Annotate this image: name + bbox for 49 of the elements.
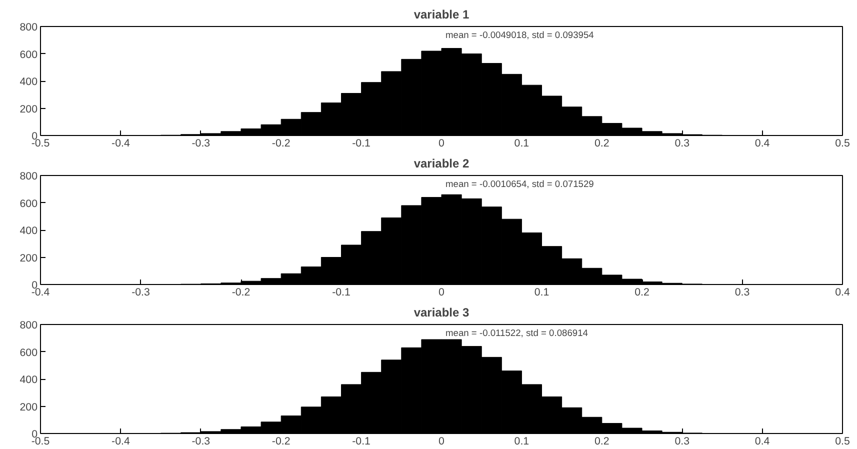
y-tick-label: 200 <box>20 252 38 264</box>
x-tick-label: 0.4 <box>754 436 770 448</box>
x-tick-label: 0.4 <box>835 286 850 298</box>
x-tick-label: -0.1 <box>352 138 371 150</box>
x-tick-label: 0.3 <box>734 286 750 298</box>
x-tick-label: -0.4 <box>112 436 130 448</box>
x-tick-label: -0.4 <box>112 138 130 150</box>
x-tick-label: -0.4 <box>31 286 50 298</box>
x-tick-label: 0.1 <box>514 138 530 150</box>
y-tick-label: 400 <box>20 76 38 88</box>
x-tick-label: 0.3 <box>674 436 690 448</box>
x-tick-label: 0.5 <box>835 436 850 448</box>
x-tick-label: -0.5 <box>31 436 50 448</box>
y-tick-label: 600 <box>20 48 38 61</box>
x-tick-label: -0.3 <box>132 286 150 298</box>
y-tick-label: 800 <box>20 22 38 34</box>
y-tick-label: 800 <box>20 320 38 332</box>
x-tick-label: -0.3 <box>192 436 210 448</box>
annotation: mean = -0.0049018, std = 0.093954 <box>446 30 594 40</box>
x-tick-label: 0 <box>438 286 445 298</box>
chart-title: variable 1 <box>414 8 470 22</box>
chart-title: variable 2 <box>414 156 470 170</box>
chart-title: variable 3 <box>414 306 470 320</box>
y-tick-label: 800 <box>20 170 38 182</box>
x-tick-label: -0.5 <box>31 138 50 150</box>
annotation: mean = -0.0010654, std = 0.071529 <box>446 179 594 190</box>
x-tick-label: 0.1 <box>534 286 550 298</box>
x-tick-label: -0.3 <box>192 138 210 150</box>
annotation: mean = -0.011522, std = 0.086914 <box>446 328 588 338</box>
x-tick-label: -0.1 <box>332 286 351 298</box>
y-tick-label: 600 <box>20 198 38 210</box>
x-tick-label: 0.2 <box>594 138 610 150</box>
x-tick-label: -0.2 <box>232 286 250 298</box>
x-tick-label: -0.2 <box>272 138 290 150</box>
x-tick-label: -0.2 <box>272 436 290 448</box>
x-tick-label: 0.5 <box>835 138 850 150</box>
x-tick-label: 0 <box>438 436 445 448</box>
x-tick-label: 0 <box>438 138 445 150</box>
x-tick-label: 0.2 <box>594 436 610 448</box>
x-tick-label: 0.3 <box>674 138 690 150</box>
y-tick-label: 600 <box>20 346 38 359</box>
x-tick-label: 0.4 <box>754 138 770 150</box>
y-tick-label: 200 <box>20 401 38 414</box>
y-tick-label: 400 <box>20 225 38 237</box>
x-tick-label: 0.1 <box>514 436 530 448</box>
y-tick-label: 400 <box>20 374 38 386</box>
x-tick-label: -0.1 <box>352 436 371 448</box>
y-tick-label: 200 <box>20 103 38 116</box>
x-tick-label: 0.2 <box>634 286 650 298</box>
